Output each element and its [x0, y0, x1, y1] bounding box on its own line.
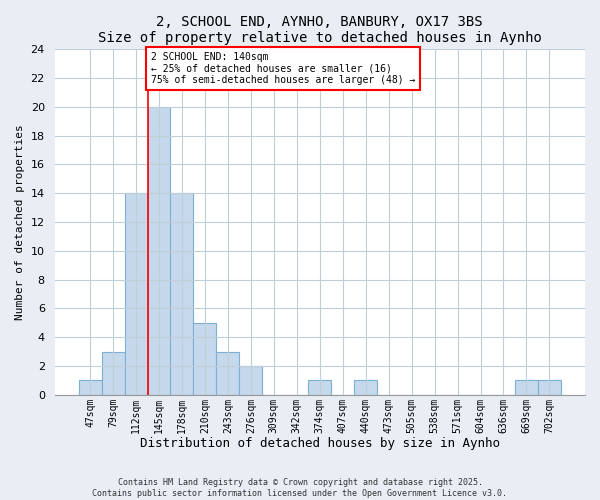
Bar — [148, 107, 170, 395]
Bar — [170, 193, 193, 395]
Y-axis label: Number of detached properties: Number of detached properties — [15, 124, 25, 320]
Bar — [101, 352, 125, 395]
Bar — [79, 380, 101, 395]
Bar — [217, 352, 239, 395]
Text: Contains HM Land Registry data © Crown copyright and database right 2025.
Contai: Contains HM Land Registry data © Crown c… — [92, 478, 508, 498]
Bar — [308, 380, 331, 395]
Bar — [515, 380, 538, 395]
Bar — [125, 193, 148, 395]
Bar — [239, 366, 262, 395]
Text: 2 SCHOOL END: 140sqm
← 25% of detached houses are smaller (16)
75% of semi-detac: 2 SCHOOL END: 140sqm ← 25% of detached h… — [151, 52, 415, 85]
Title: 2, SCHOOL END, AYNHO, BANBURY, OX17 3BS
Size of property relative to detached ho: 2, SCHOOL END, AYNHO, BANBURY, OX17 3BS … — [98, 15, 542, 45]
Bar — [193, 323, 217, 395]
Bar — [354, 380, 377, 395]
Bar — [538, 380, 561, 395]
X-axis label: Distribution of detached houses by size in Aynho: Distribution of detached houses by size … — [140, 437, 500, 450]
